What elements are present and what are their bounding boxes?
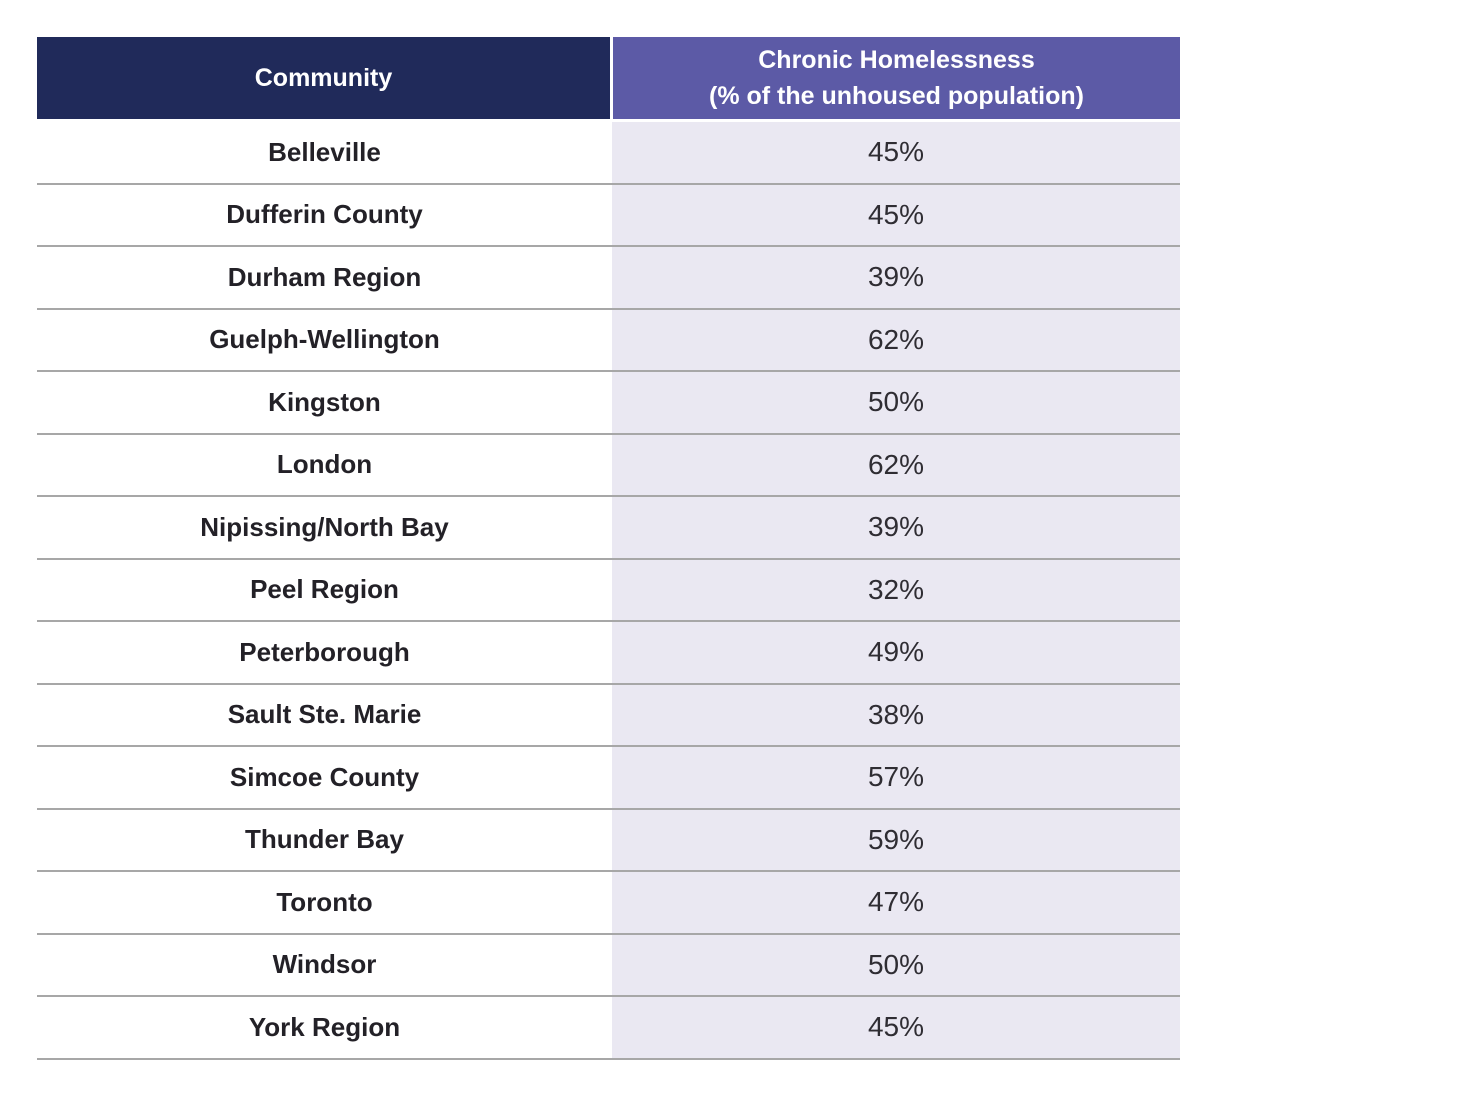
community-cell: Simcoe County [37,747,612,808]
table-row: Simcoe County 57% [37,747,1180,810]
community-cell: Thunder Bay [37,809,612,870]
percent-cell: 32% [612,559,1180,620]
table-row: Nipissing/North Bay 39% [37,497,1180,560]
percent-cell: 45% [612,997,1180,1058]
community-cell: Dufferin County [37,184,612,245]
table-row: London 62% [37,434,1180,497]
table-row: Peel Region 32% [37,559,1180,622]
table-header-row: Community Chronic Homelessness (% of the… [37,37,1180,119]
percent-cell: 50% [612,934,1180,995]
table-row: Dufferin County 45% [37,184,1180,247]
table-row: Windsor 50% [37,934,1180,997]
percent-cell: 38% [612,684,1180,745]
community-cell: Guelph-Wellington [37,309,612,370]
community-cell: Peterborough [37,622,612,683]
table-row: Toronto 47% [37,872,1180,935]
table-row: Thunder Bay 59% [37,809,1180,872]
community-cell: Sault Ste. Marie [37,684,612,745]
percent-cell: 62% [612,309,1180,370]
table-row: Guelph-Wellington 62% [37,309,1180,372]
table-row: Peterborough 49% [37,622,1180,685]
community-cell: Durham Region [37,247,612,308]
percent-cell: 57% [612,747,1180,808]
percent-cell: 50% [612,372,1180,433]
community-cell: Peel Region [37,559,612,620]
percent-cell: 59% [612,809,1180,870]
percent-cell: 39% [612,497,1180,558]
community-cell: York Region [37,997,612,1058]
percent-cell: 39% [612,247,1180,308]
table-row: Kingston 50% [37,372,1180,435]
column-header-chronic-subtitle: (% of the unhoused population) [709,82,1084,110]
community-cell: Nipissing/North Bay [37,497,612,558]
column-header-chronic-homelessness: Chronic Homelessness (% of the unhoused … [613,37,1180,119]
percent-cell: 45% [612,122,1180,183]
table-row: Sault Ste. Marie 38% [37,684,1180,747]
community-cell: Windsor [37,934,612,995]
community-cell: Kingston [37,372,612,433]
column-header-chronic-title: Chronic Homelessness [758,45,1035,74]
percent-cell: 45% [612,184,1180,245]
percent-cell: 62% [612,434,1180,495]
table-row: Belleville 45% [37,122,1180,185]
community-cell: Belleville [37,122,612,183]
percent-cell: 49% [612,622,1180,683]
table-row: York Region 45% [37,997,1180,1060]
column-header-community: Community [37,37,610,119]
table-row: Durham Region 39% [37,247,1180,310]
community-cell: London [37,434,612,495]
table-body: Belleville 45% Dufferin County 45% Durham Re… [37,122,1180,1060]
chronic-homelessness-table: Community Chronic Homelessness (% of the… [37,37,1180,1060]
percent-cell: 47% [612,872,1180,933]
community-cell: Toronto [37,872,612,933]
